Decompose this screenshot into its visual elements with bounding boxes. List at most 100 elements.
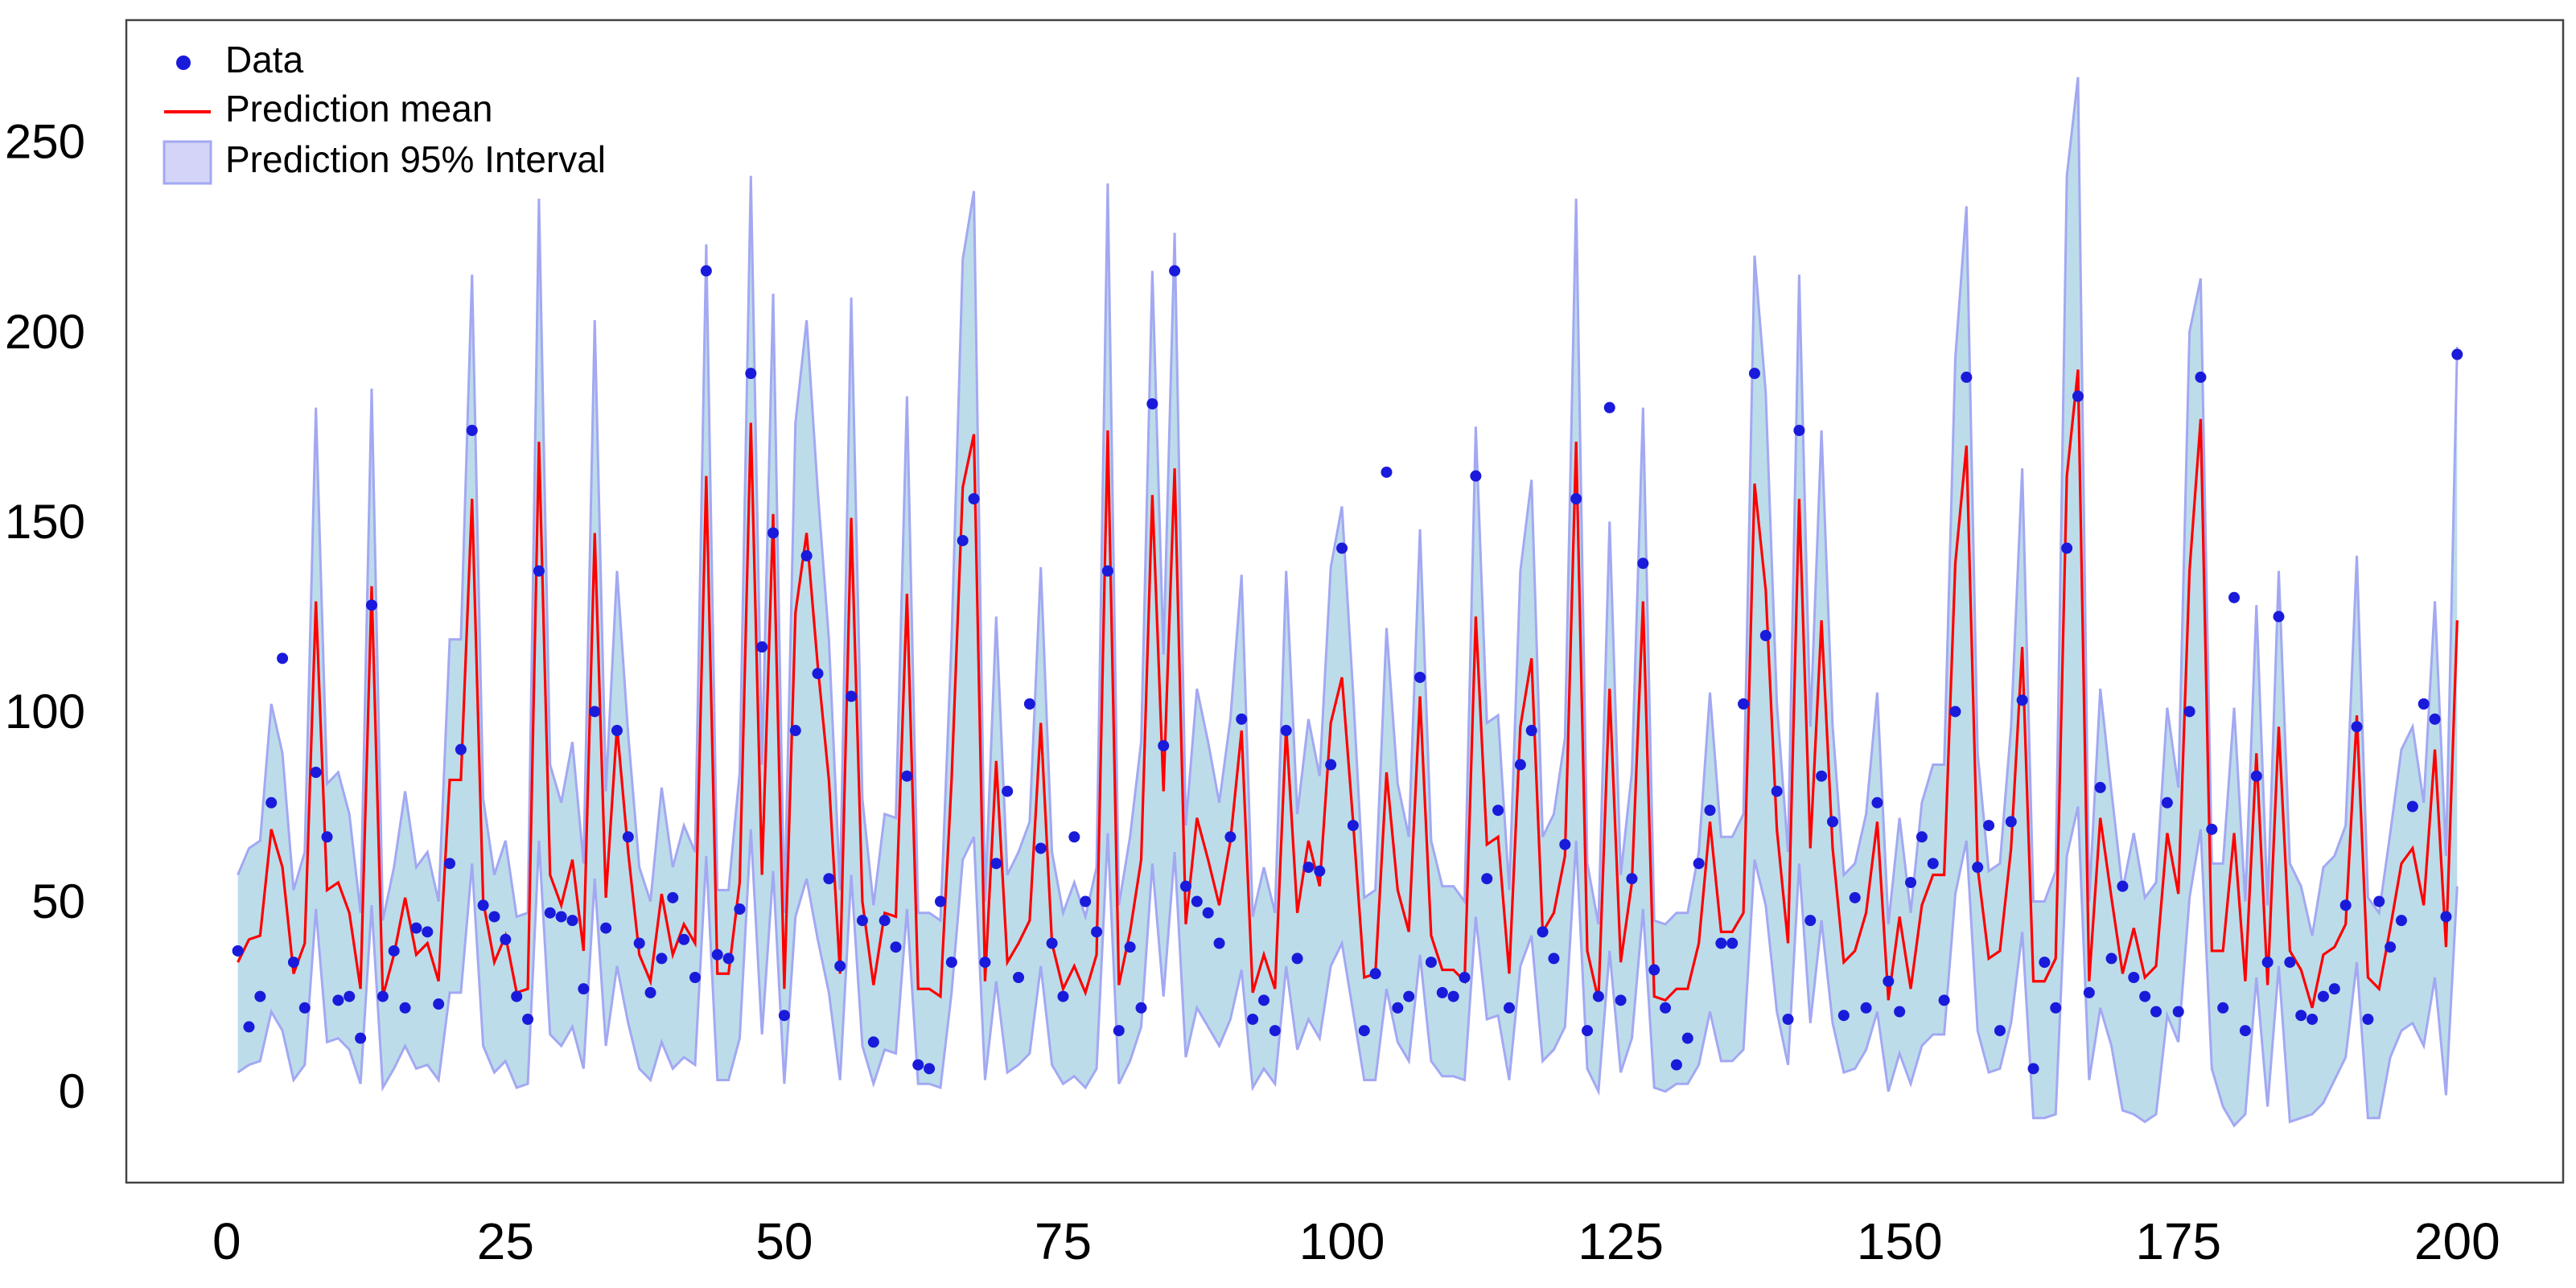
x-tick-label: 175 <box>2135 1212 2221 1270</box>
x-tick-label: 75 <box>1035 1212 1092 1270</box>
data-point <box>1381 466 1393 478</box>
data-point <box>1236 713 1248 725</box>
data-point <box>633 937 645 949</box>
data-point <box>1994 1025 2006 1037</box>
data-point <box>1124 941 1136 953</box>
y-tick-label: 200 <box>5 305 85 359</box>
data-point <box>2217 1002 2229 1014</box>
legend-label: Prediction mean <box>225 88 492 130</box>
y-tick-label: 0 <box>59 1064 85 1118</box>
data-point <box>1972 862 1984 874</box>
data-point <box>1626 873 1638 885</box>
data-point <box>1860 1002 1872 1014</box>
data-point <box>2027 1063 2039 1075</box>
data-point <box>1738 698 1750 710</box>
data-point <box>1548 953 1560 965</box>
data-point <box>2117 880 2129 892</box>
data-point <box>1191 895 1203 907</box>
y-tick-label: 50 <box>31 874 85 928</box>
data-point <box>1905 876 1917 888</box>
data-point <box>1392 1002 1404 1014</box>
data-point <box>968 493 980 504</box>
data-point <box>890 941 902 953</box>
data-point <box>1481 873 1493 885</box>
data-point <box>422 926 434 938</box>
x-tick-label: 100 <box>1299 1212 1385 1270</box>
data-point <box>555 911 567 923</box>
data-point <box>644 986 656 998</box>
data-point <box>1816 770 1828 782</box>
data-point <box>2150 1006 2162 1018</box>
data-point <box>1771 785 1783 797</box>
interval-lower <box>237 806 2459 1128</box>
data-point <box>1503 1002 1515 1014</box>
data-point <box>578 983 590 995</box>
data-point <box>1046 937 1058 949</box>
legend: Data Prediction mean Prediction 95% Interv… <box>163 39 606 185</box>
data-point <box>2172 1006 2184 1018</box>
data-point <box>511 990 523 1002</box>
data-point <box>912 1059 924 1071</box>
data-point <box>2373 895 2385 907</box>
data-point <box>823 873 835 885</box>
data-point <box>1314 865 1326 877</box>
data-point <box>2295 1010 2307 1022</box>
data-point <box>1169 265 1181 277</box>
data-point <box>2351 721 2363 733</box>
data-point <box>979 957 991 969</box>
legend-label: Prediction 95% Interval <box>225 138 606 180</box>
data-point <box>254 990 266 1002</box>
data-point <box>1949 706 1961 718</box>
data-point <box>990 858 1002 870</box>
data-point <box>600 922 612 934</box>
data-point <box>879 915 891 927</box>
data-point <box>1369 968 1381 980</box>
x-tick-label: 50 <box>755 1212 813 1270</box>
data-point <box>846 690 858 702</box>
data-point <box>1325 759 1337 771</box>
data-point <box>455 743 467 755</box>
data-point <box>934 895 946 907</box>
data-point <box>1035 842 1047 854</box>
data-point <box>310 767 322 778</box>
data-point <box>1793 425 1805 436</box>
data-point <box>1782 1013 1794 1025</box>
data-point <box>410 922 422 934</box>
data-point <box>589 706 601 718</box>
data-point <box>1291 953 1303 965</box>
data-point <box>477 899 489 911</box>
data-point <box>522 1013 534 1025</box>
data-point <box>1269 1025 1281 1037</box>
data-point <box>2161 796 2173 809</box>
data-point <box>332 994 344 1006</box>
data-point <box>689 972 701 983</box>
mean-line <box>237 369 2459 1009</box>
data-point <box>1224 831 1237 843</box>
data-point <box>566 915 578 927</box>
data-point <box>924 1063 936 1075</box>
data-point <box>2261 957 2274 969</box>
data-point <box>1603 401 1615 414</box>
data-point <box>1179 880 1191 892</box>
data-point <box>533 565 545 577</box>
data-point <box>1080 895 1092 907</box>
data-point <box>232 944 244 957</box>
data-point <box>611 725 623 737</box>
data-point <box>2273 611 2285 623</box>
x-tick-label: 125 <box>1578 1212 1664 1270</box>
data-point <box>2228 591 2241 603</box>
data-point <box>399 1002 411 1014</box>
data-point <box>2306 1013 2319 1025</box>
data-point <box>1894 1006 1906 1018</box>
data-point <box>500 933 512 945</box>
data-point <box>344 990 356 1002</box>
data-point <box>1492 804 1504 817</box>
data-point <box>321 831 333 843</box>
data-point <box>1023 698 1035 710</box>
data-point <box>488 911 500 923</box>
data-point <box>2039 957 2051 969</box>
data-point <box>1091 926 1103 938</box>
data-point <box>1280 725 1292 737</box>
data-point <box>1726 937 1739 949</box>
data-point <box>734 903 746 915</box>
